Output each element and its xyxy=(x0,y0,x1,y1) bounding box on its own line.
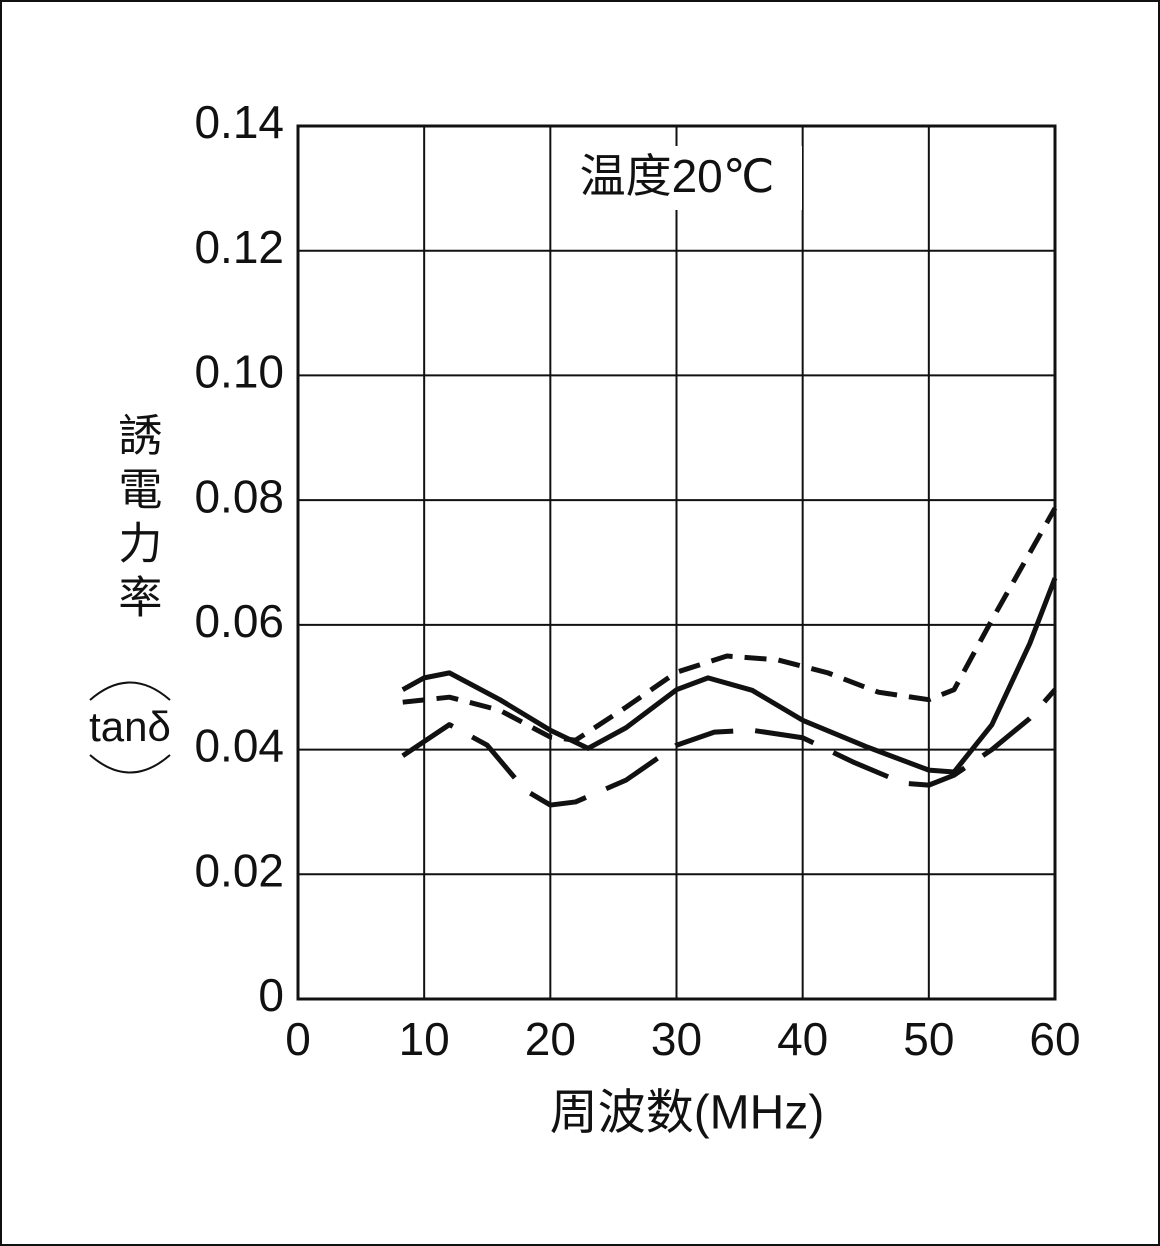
series-line xyxy=(401,577,1058,775)
x-tick-label: 0 xyxy=(285,1013,311,1065)
lines xyxy=(401,507,1058,808)
y-axis-label: 誘電力率 xyxy=(111,412,161,628)
y-tick-label: 0.10 xyxy=(194,346,284,398)
x-tick-label: 50 xyxy=(903,1013,954,1065)
paren xyxy=(89,681,171,701)
annotation: 温度20℃ xyxy=(580,150,775,202)
y-tick-label: 0 xyxy=(258,969,284,1021)
x-tick-label: 30 xyxy=(651,1013,702,1065)
y-tick-label: 0.08 xyxy=(194,470,284,522)
x-tick-label: 40 xyxy=(777,1013,828,1065)
y-axis-label-sub: tanδ xyxy=(89,703,171,750)
y-tick-label: 0.06 xyxy=(194,595,284,647)
y-tick-label: 0.12 xyxy=(194,221,284,273)
x-axis-label: 周波数(MHz) xyxy=(550,1087,825,1140)
annotation-bg xyxy=(552,146,802,210)
x-tick-label: 60 xyxy=(1029,1013,1080,1065)
y-tick-label: 0.04 xyxy=(194,720,284,772)
y-tick-label: 0.02 xyxy=(194,844,284,896)
series-line xyxy=(401,688,1057,808)
plot-border xyxy=(296,124,1057,1001)
y-tick-label: 0.14 xyxy=(194,96,284,148)
paren xyxy=(89,754,171,774)
x-tick-label: 20 xyxy=(525,1013,576,1065)
series-line xyxy=(402,507,1058,743)
x-tick-label: 10 xyxy=(399,1013,450,1065)
